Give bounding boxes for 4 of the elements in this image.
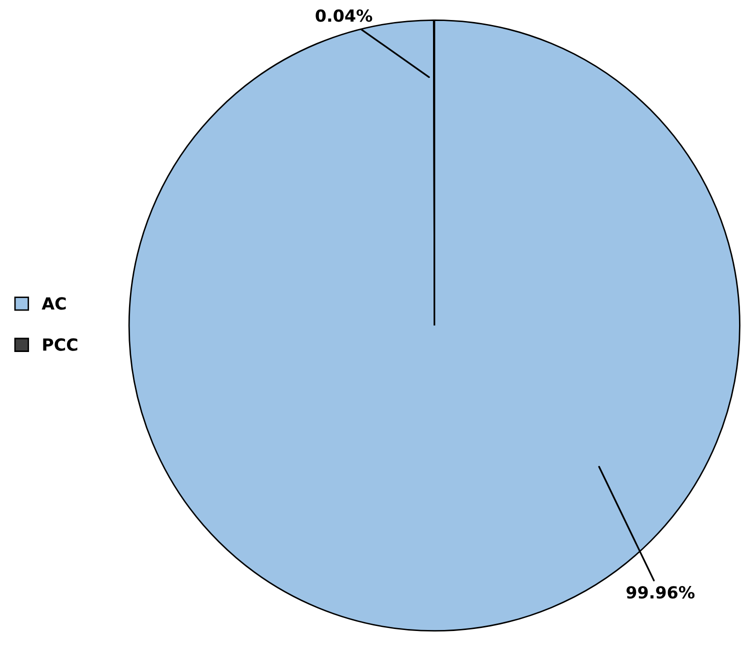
data-label: 99.96%	[626, 586, 695, 599]
legend-label: AC	[42, 297, 66, 310]
legend-label: PCC	[43, 338, 78, 351]
data-label: 0.04%	[316, 9, 372, 22]
